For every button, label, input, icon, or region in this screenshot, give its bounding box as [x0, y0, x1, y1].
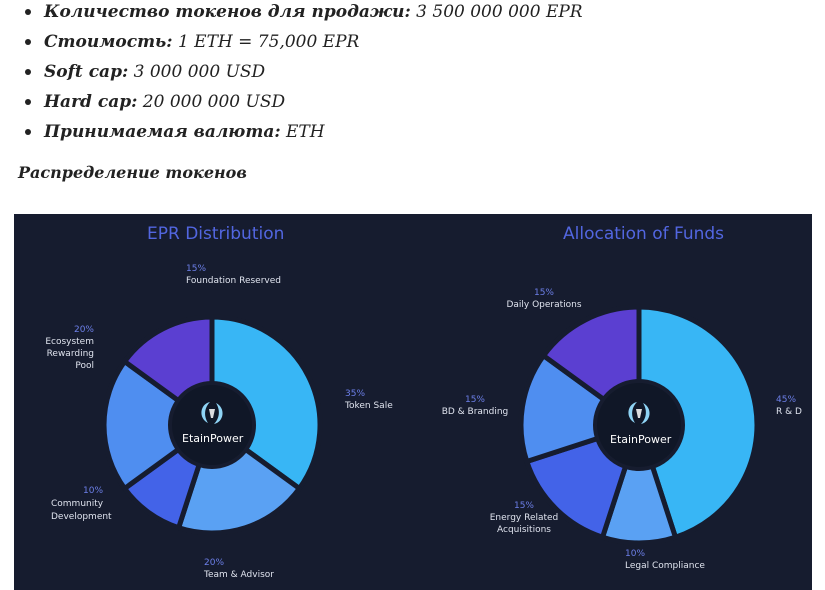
- spec-label: Принимаемая валюта:: [44, 122, 281, 142]
- slice-label-token-sale: 35% Token Sale: [345, 388, 393, 412]
- spec-label: Soft cap:: [44, 62, 129, 82]
- slice-label-daily-ops: 15% Daily Operations: [494, 287, 594, 311]
- logo-text: EtainPower: [182, 432, 244, 445]
- logo-text: EtainPower: [610, 433, 672, 446]
- section-heading: Распределение токенов: [18, 163, 247, 182]
- slice-percent: 15%: [464, 395, 485, 405]
- pie-slice-bd-branding: [518, 353, 642, 464]
- slice-percent: 45%: [776, 395, 797, 405]
- chart-hub: [168, 381, 256, 469]
- slice-label-bd-branding: 15% BD & Branding: [437, 394, 513, 418]
- slice-percent: 15%: [533, 288, 554, 298]
- spec-value: 3 500 000 000 EPR: [416, 2, 583, 22]
- slice-label-legal: 10% Legal Compliance: [625, 548, 705, 572]
- spec-value: ETH: [286, 122, 325, 142]
- etainpower-logo-icon: [628, 402, 650, 424]
- token-specs-list: Количество токенов для продажи: 3 500 00…: [18, 0, 583, 150]
- slice-percent: 20%: [73, 325, 94, 335]
- spec-value: 3 000 000 USD: [133, 62, 266, 82]
- spec-value: 1 ETH = 75,000 EPR: [177, 32, 360, 52]
- pie-slice-token-sale: [209, 314, 323, 491]
- distribution-infographic: EPR Distribution Allocation of Funds Eta…: [14, 214, 812, 590]
- slice-label-team: 20% Team & Advisor: [204, 557, 274, 581]
- slice-label-ecosystem: 20% Ecosystem Rewarding Pool: [28, 324, 94, 372]
- slice-label-community: 10% Community Development: [51, 485, 141, 524]
- slice-name: R & D: [776, 407, 802, 417]
- slice-percent: 15%: [186, 264, 207, 274]
- slice-name: Daily Operations: [506, 300, 582, 310]
- slice-label-rd: 45% R & D: [776, 394, 802, 418]
- slice-percent: 10%: [625, 549, 646, 559]
- slice-percent: 15%: [513, 501, 534, 511]
- spec-label: Стоимость:: [44, 32, 173, 52]
- pie-slice-ecosystem-rewarding-pool: [101, 359, 215, 491]
- slice-name: Foundation Reserved: [186, 276, 281, 286]
- spec-item: Количество токенов для продажи: 3 500 00…: [25, 0, 583, 30]
- slice-percent: 35%: [345, 389, 366, 399]
- chart-hub: [593, 379, 685, 471]
- funds-chart-title: Allocation of Funds: [563, 224, 725, 244]
- slice-percent: 20%: [204, 558, 225, 568]
- spec-label: Hard cap:: [44, 92, 138, 112]
- slice-name-line: Acquisitions: [497, 525, 551, 535]
- slice-name-line: Energy Related: [489, 513, 559, 523]
- etainpower-logo-icon: [201, 402, 223, 424]
- charts-canvas: [101, 304, 760, 546]
- slice-name-line: Rewarding Pool: [46, 349, 94, 371]
- slice-name-line: Ecosystem: [45, 337, 94, 347]
- slice-name: Team & Advisor: [204, 570, 274, 580]
- slice-name: Token Sale: [345, 401, 393, 411]
- slice-label-foundation: 15% Foundation Reserved: [186, 263, 281, 287]
- spec-item: Стоимость: 1 ETH = 75,000 EPR: [25, 30, 583, 60]
- epr-chart-title: EPR Distribution: [147, 224, 285, 244]
- spec-item: Принимаемая валюта: ETH: [25, 120, 583, 150]
- spec-item: Hard cap: 20 000 000 USD: [25, 90, 583, 120]
- spec-label: Количество токенов для продажи:: [44, 2, 411, 22]
- slice-name-line: Development: [51, 512, 112, 522]
- slice-name-line: Community: [51, 499, 104, 509]
- spec-item: Soft cap: 3 000 000 USD: [25, 60, 583, 90]
- slice-label-energy: 15% Energy Related Acquisitions: [464, 500, 584, 536]
- slice-percent: 10%: [83, 486, 104, 496]
- slice-name: Legal Compliance: [625, 561, 705, 571]
- slice-name: BD & Branding: [441, 407, 509, 417]
- spec-value: 20 000 000 USD: [142, 92, 286, 112]
- pie-slice-r-d: [636, 304, 760, 540]
